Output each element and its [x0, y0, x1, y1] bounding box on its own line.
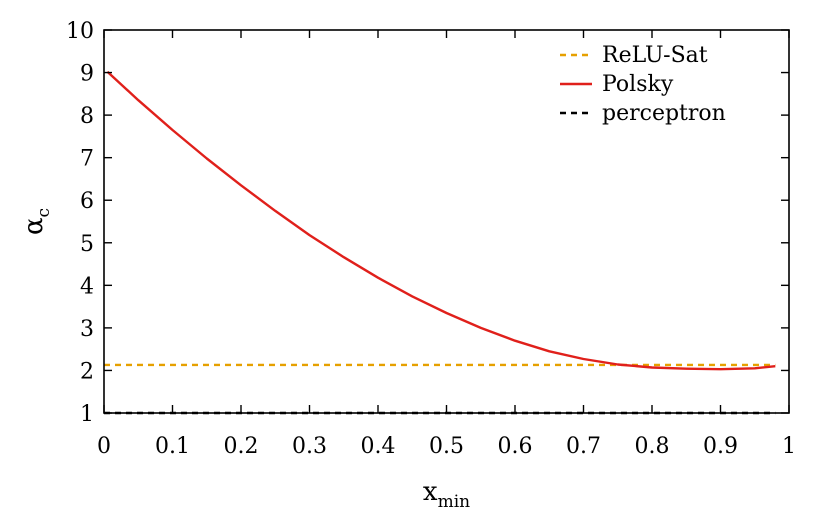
y-axis-label: αc	[19, 208, 54, 235]
x-tick-label: 0.1	[155, 434, 190, 459]
legend-label-perceptron: perceptron	[602, 101, 726, 126]
y-tick-label: 4	[80, 274, 94, 299]
x-tick-label: 1	[782, 434, 796, 459]
series-line-polsky	[106, 70, 776, 371]
x-tick-label: 0.2	[224, 434, 259, 459]
x-tick-label: 0.8	[635, 434, 670, 459]
y-tick-label: 9	[80, 62, 94, 87]
y-axis-label-base: α	[19, 217, 49, 235]
x-tick-label: 0.7	[566, 434, 601, 459]
x-tick-label: 0.6	[498, 434, 533, 459]
y-tick-label: 5	[80, 232, 94, 257]
x-axis-label: xmin	[423, 477, 470, 512]
legend-label-relu-sat: ReLU-Sat	[602, 43, 708, 68]
legend: ReLU-Sat Polsky perceptron	[560, 43, 726, 126]
x-tick-label: 0.9	[703, 434, 738, 459]
ticks-layer	[103, 29, 790, 414]
y-axis-label-sub: c	[34, 208, 54, 218]
x-tick-label: 0.3	[292, 434, 327, 459]
legend-label-polsky: Polsky	[602, 72, 674, 97]
plot-frame	[103, 29, 790, 414]
y-tick-label: 10	[66, 19, 94, 44]
y-tick-label: 1	[80, 402, 94, 427]
x-tick-label: 0.4	[361, 434, 396, 459]
y-tick-label: 8	[80, 104, 94, 129]
y-tick-label: 7	[80, 147, 94, 172]
x-tick-label: 0.5	[429, 434, 464, 459]
y-tick-label: 6	[80, 189, 94, 214]
x-axis-label-base: x	[423, 477, 438, 507]
tick-labels-layer: 0 0.1 0.2 0.3 0.4 0.5 0.6 0.7 0.8 0.9 1 1 2 3 4 5 6 7 8 9 10	[66, 19, 796, 459]
y-tick-label: 2	[80, 359, 94, 384]
x-axis-label-sub: min	[438, 492, 471, 512]
x-tick-label: 0	[97, 434, 111, 459]
y-tick-label: 3	[80, 317, 94, 342]
